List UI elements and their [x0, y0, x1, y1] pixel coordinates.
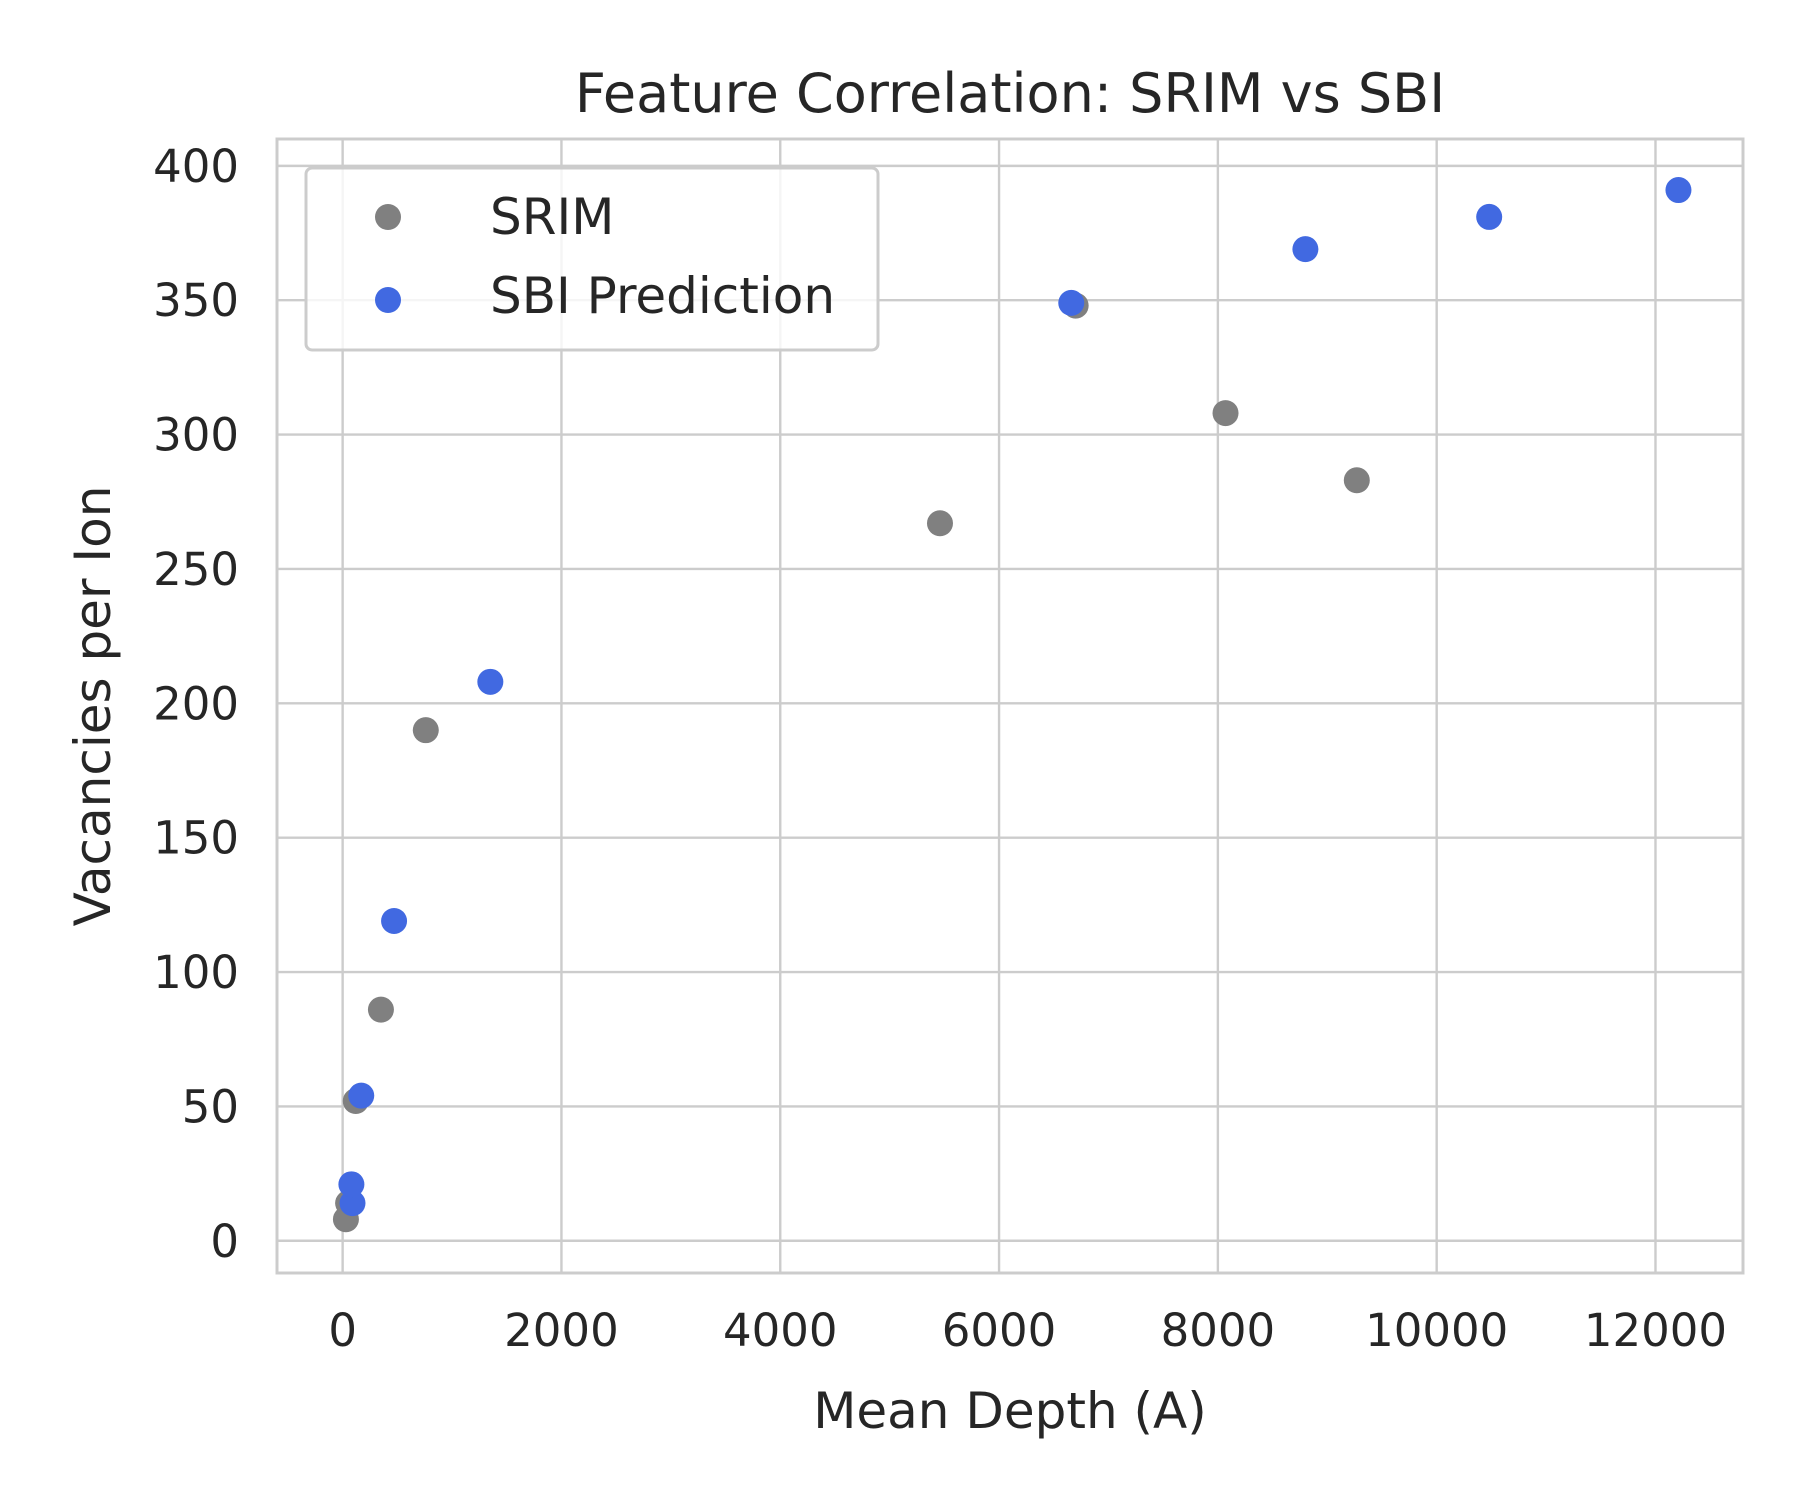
legend-label-sbi-prediction: SBI Prediction — [490, 267, 835, 325]
x-tick-label: 0 — [328, 1304, 357, 1357]
data-point — [367, 996, 394, 1023]
x-tick-label: 2000 — [504, 1304, 619, 1357]
data-point — [339, 1190, 366, 1217]
y-tick-label: 300 — [153, 409, 239, 462]
data-point — [1476, 203, 1503, 230]
y-tick-label: 0 — [210, 1215, 239, 1268]
data-point — [1212, 400, 1239, 427]
y-tick-label: 50 — [182, 1080, 239, 1133]
y-tick-label: 250 — [153, 543, 239, 596]
y-tick-label: 150 — [153, 812, 239, 865]
grid-lines — [277, 139, 1743, 1273]
x-tick-label: 10000 — [1365, 1304, 1508, 1357]
legend: SRIM SBI Prediction — [304, 166, 880, 352]
data-point — [381, 907, 408, 934]
y-axis-label: Vacancies per Ion — [64, 486, 122, 927]
y-tick-label: 400 — [153, 140, 239, 193]
legend-label-srim: SRIM — [490, 188, 614, 246]
data-point — [926, 510, 953, 537]
chart-title: Feature Correlation: SRIM vs SBI — [575, 62, 1445, 125]
tick-labels: 0 2000 4000 6000 8000 10000 12000 0 50 100 150 200 2… — [153, 140, 1727, 1357]
data-point — [412, 717, 439, 744]
y-tick-label: 350 — [153, 274, 239, 327]
data-points — [332, 177, 1692, 1233]
data-point — [477, 668, 504, 695]
legend-box — [304, 166, 880, 352]
data-point — [1292, 236, 1319, 263]
y-tick-label: 200 — [153, 677, 239, 730]
x-tick-label: 8000 — [1161, 1304, 1276, 1357]
data-point — [1058, 289, 1085, 316]
series-1 — [338, 177, 1692, 1217]
data-point — [348, 1082, 375, 1109]
legend-marker-sbi-prediction — [375, 287, 401, 313]
legend-marker-srim — [375, 204, 401, 230]
y-tick-label: 100 — [153, 946, 239, 999]
data-point — [1343, 467, 1370, 494]
data-point — [1665, 177, 1692, 204]
data-point — [338, 1171, 365, 1198]
x-tick-label: 6000 — [942, 1304, 1057, 1357]
x-axis-label: Mean Depth (A) — [813, 1382, 1207, 1440]
x-tick-label: 4000 — [723, 1304, 838, 1357]
x-tick-label: 12000 — [1584, 1304, 1727, 1357]
axes-frame — [275, 137, 1745, 1275]
